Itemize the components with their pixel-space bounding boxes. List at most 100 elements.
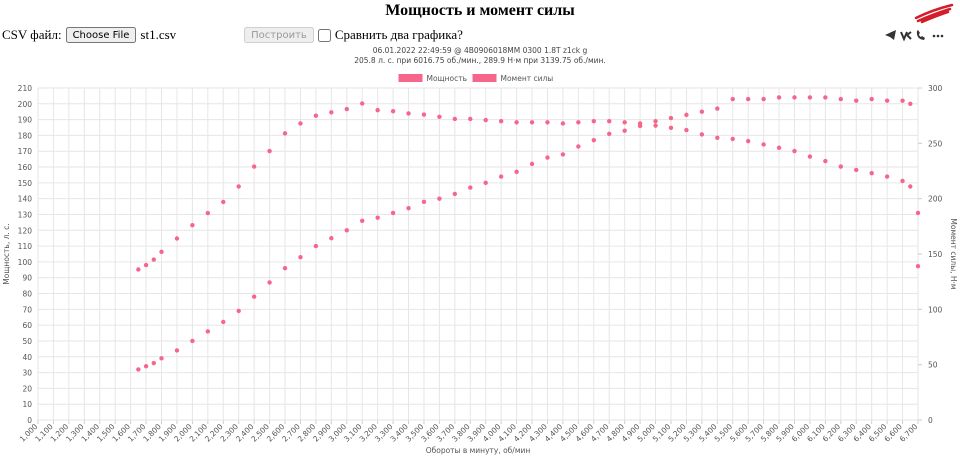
data-point	[900, 98, 905, 103]
y-tick-label: 10	[22, 400, 32, 409]
y-tick-label: 90	[22, 274, 32, 283]
y-tick-label: 40	[22, 353, 32, 362]
data-point	[282, 266, 288, 271]
phone-icon[interactable]	[916, 30, 925, 40]
x-tick-label: 6,700	[898, 422, 920, 444]
data-point	[498, 119, 504, 124]
data-point	[421, 199, 427, 205]
y2-axis-label: Момент силы, Н·м	[949, 218, 958, 289]
y-tick-label: 210	[18, 84, 33, 93]
data-point	[514, 120, 519, 125]
data-point	[437, 114, 442, 119]
data-point	[869, 96, 874, 102]
data-point	[684, 112, 689, 118]
data-point	[908, 101, 913, 107]
data-point	[576, 120, 581, 125]
y-tick-label: 70	[22, 305, 32, 314]
y-tick-label: 150	[18, 179, 33, 188]
data-point	[730, 96, 735, 102]
data-point	[607, 131, 612, 137]
y-tick-label: 130	[18, 210, 33, 219]
data-point	[136, 267, 141, 272]
data-point	[715, 135, 720, 140]
data-point	[375, 107, 380, 113]
data-point	[136, 367, 141, 372]
chart-title: Мощность и момент силы	[385, 2, 575, 19]
y-tick-label: 170	[18, 147, 33, 156]
data-point	[545, 155, 550, 160]
y-axis-label: Мощность, л. с.	[2, 223, 11, 284]
data-point	[792, 95, 797, 100]
data-point	[468, 185, 473, 190]
data-point	[190, 223, 195, 228]
logo[interactable]	[914, 2, 954, 24]
y2-tick-label: 50	[928, 361, 938, 370]
data-point	[329, 235, 334, 241]
y-tick-label: 140	[18, 195, 33, 204]
data-point	[776, 145, 782, 150]
compare-checkbox[interactable]	[317, 28, 331, 42]
data-point	[267, 148, 272, 154]
data-point	[915, 263, 921, 269]
y-tick-label: 100	[18, 258, 33, 267]
y2-tick-label: 250	[928, 139, 943, 148]
y2-tick-label: 150	[928, 250, 943, 259]
build-button[interactable]: Построить	[244, 27, 314, 43]
data-point	[390, 210, 396, 216]
data-point	[730, 136, 735, 142]
data-point	[591, 137, 596, 143]
data-point	[406, 111, 411, 116]
data-point	[761, 142, 766, 147]
legend-swatch	[398, 74, 423, 82]
csv-label: CSV файл:	[2, 27, 62, 42]
file-button[interactable]: Choose File	[65, 27, 137, 43]
legend-swatch	[472, 74, 497, 82]
data-point	[251, 164, 257, 169]
legend-label: Мощность	[427, 74, 468, 83]
subtitle: 205.8 л. с. при 6016.75 об./мин., 289.9 …	[354, 56, 606, 65]
data-point	[776, 95, 782, 100]
y-tick-label: 110	[18, 242, 33, 251]
data-point	[498, 174, 504, 179]
data-point	[174, 348, 180, 353]
vk-icon[interactable]	[900, 31, 912, 42]
data-point	[807, 95, 813, 100]
data-point	[653, 123, 658, 128]
data-point	[360, 218, 365, 223]
y2-tick-label: 100	[928, 305, 943, 314]
data-point	[908, 184, 913, 189]
data-point	[151, 360, 156, 366]
data-point	[838, 96, 844, 102]
y2-tick-label: 0	[928, 416, 933, 425]
data-point	[854, 98, 859, 103]
data-point	[823, 95, 828, 100]
y-tick-label: 190	[18, 116, 33, 125]
data-point	[282, 131, 288, 136]
y-tick-label: 200	[18, 100, 33, 109]
data-point	[236, 184, 241, 189]
telegram-icon[interactable]	[885, 30, 896, 40]
data-point	[807, 154, 813, 159]
data-point	[529, 120, 535, 125]
y-tick-label: 20	[22, 384, 32, 393]
data-point	[745, 138, 751, 144]
data-point	[143, 364, 149, 369]
data-point	[313, 113, 319, 118]
data-point	[607, 119, 612, 124]
y-tick-label: 120	[18, 226, 33, 235]
data-point	[483, 117, 488, 123]
data-point	[390, 109, 396, 114]
data-point	[761, 96, 766, 102]
data-point	[884, 174, 890, 179]
data-point	[360, 101, 365, 106]
data-point	[622, 120, 627, 125]
data-point	[545, 120, 550, 125]
compare-label: Сравнить два графика?	[334, 27, 463, 42]
data-point	[792, 148, 797, 154]
data-point	[437, 196, 442, 201]
data-point	[838, 164, 844, 169]
data-point	[151, 257, 156, 262]
more-icon[interactable]	[932, 34, 944, 38]
data-point	[221, 199, 226, 205]
